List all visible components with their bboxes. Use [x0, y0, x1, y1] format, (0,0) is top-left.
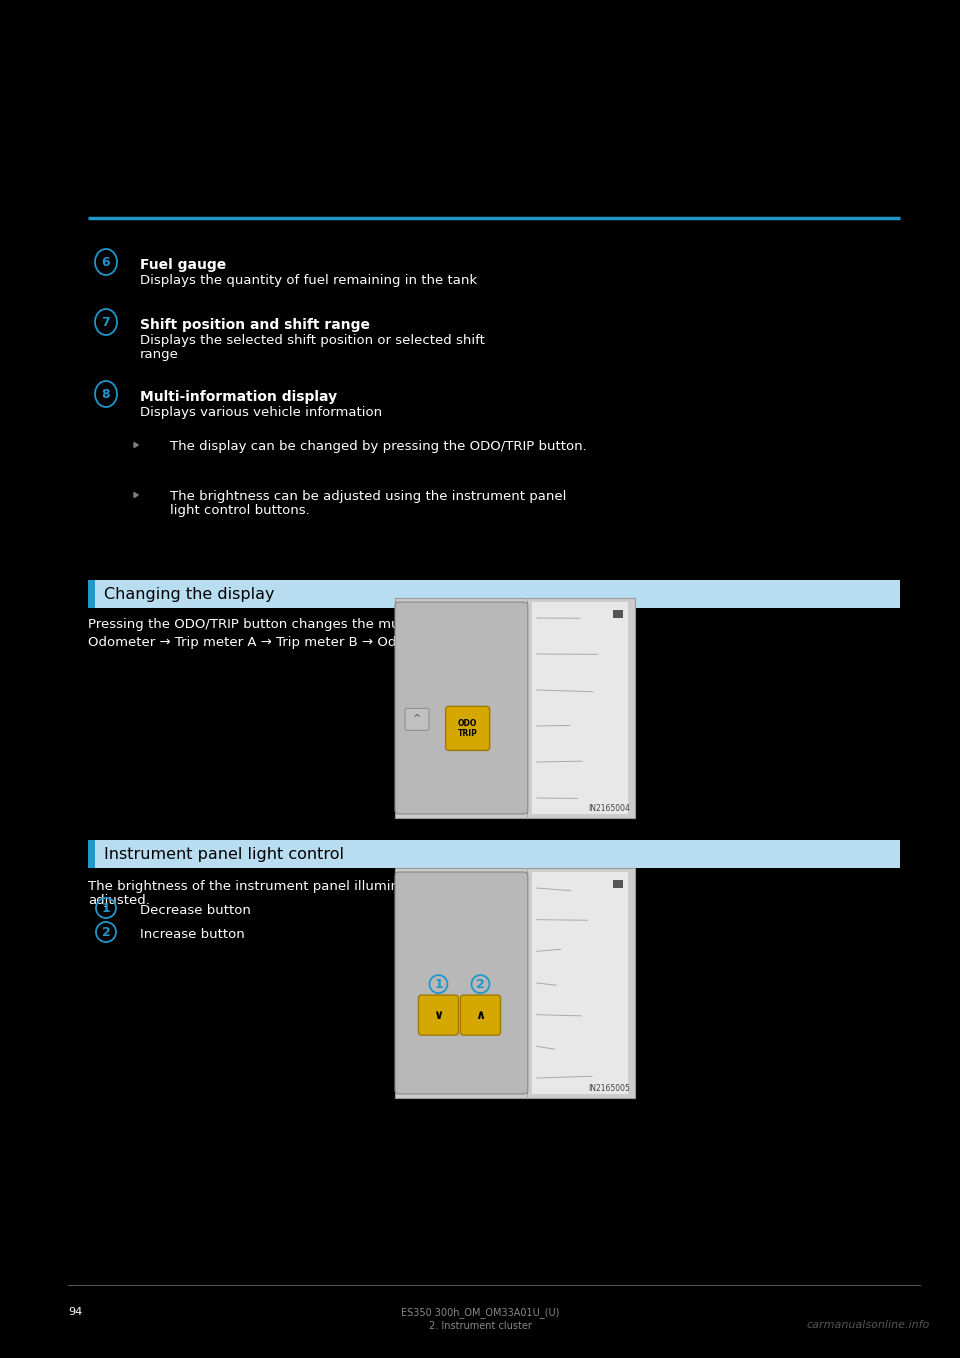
FancyBboxPatch shape	[532, 602, 628, 813]
Text: ES350 300h_OM_OM33A01U_(U): ES350 300h_OM_OM33A01U_(U)	[401, 1306, 559, 1317]
Text: Shift position and shift range: Shift position and shift range	[140, 318, 370, 331]
FancyBboxPatch shape	[395, 872, 528, 1095]
FancyBboxPatch shape	[88, 841, 95, 868]
Polygon shape	[134, 443, 138, 448]
Text: Odometer → Trip meter A → Trip meter B → Odometer…: Odometer → Trip meter A → Trip meter B →…	[88, 636, 458, 649]
Text: 2: 2	[102, 926, 110, 938]
Text: carmanualsonline.info: carmanualsonline.info	[806, 1320, 930, 1329]
FancyBboxPatch shape	[461, 995, 500, 1035]
FancyBboxPatch shape	[419, 995, 459, 1035]
Text: Decrease button: Decrease button	[140, 904, 251, 917]
Text: 2. Instrument cluster: 2. Instrument cluster	[428, 1321, 532, 1331]
Text: range: range	[140, 348, 179, 361]
Text: 94: 94	[68, 1306, 83, 1317]
Text: Instrument panel light control: Instrument panel light control	[104, 847, 344, 862]
FancyBboxPatch shape	[88, 580, 900, 608]
Text: Pressing the ODO/TRIP button changes the multi-information display as follows:: Pressing the ODO/TRIP button changes the…	[88, 618, 620, 631]
Text: 6: 6	[102, 255, 110, 269]
Text: adjusted.: adjusted.	[88, 894, 150, 907]
Text: Displays the quantity of fuel remaining in the tank: Displays the quantity of fuel remaining …	[140, 274, 477, 287]
Text: 7: 7	[102, 315, 110, 329]
FancyBboxPatch shape	[613, 880, 623, 888]
Text: Fuel gauge: Fuel gauge	[140, 258, 227, 272]
Text: 1: 1	[434, 978, 443, 990]
Text: Displays various vehicle information: Displays various vehicle information	[140, 406, 382, 420]
FancyBboxPatch shape	[88, 841, 900, 868]
Text: The brightness of the instrument panel illumination can be: The brightness of the instrument panel i…	[88, 880, 482, 894]
FancyBboxPatch shape	[395, 598, 635, 818]
Text: IN2165004: IN2165004	[588, 804, 630, 813]
Text: ^: ^	[413, 714, 421, 724]
Text: 1: 1	[102, 902, 110, 914]
FancyBboxPatch shape	[88, 580, 95, 608]
Text: Increase button: Increase button	[140, 928, 245, 941]
FancyBboxPatch shape	[613, 610, 623, 618]
Text: The display can be changed by pressing the ODO/TRIP button.: The display can be changed by pressing t…	[170, 440, 587, 454]
FancyBboxPatch shape	[395, 868, 635, 1099]
Text: Displays the selected shift position or selected shift: Displays the selected shift position or …	[140, 334, 485, 348]
Text: ∧: ∧	[475, 1009, 486, 1021]
FancyBboxPatch shape	[395, 602, 528, 813]
Text: ∨: ∨	[433, 1009, 444, 1021]
Text: Multi-information display: Multi-information display	[140, 390, 337, 403]
Text: ODO: ODO	[458, 718, 477, 728]
FancyBboxPatch shape	[532, 872, 628, 1095]
Polygon shape	[134, 493, 138, 497]
Text: 8: 8	[102, 387, 110, 401]
Text: TRIP: TRIP	[458, 729, 477, 737]
FancyBboxPatch shape	[405, 709, 429, 731]
Text: IN2165005: IN2165005	[588, 1084, 630, 1093]
Text: The brightness can be adjusted using the instrument panel: The brightness can be adjusted using the…	[170, 490, 566, 502]
Text: Changing the display: Changing the display	[104, 587, 275, 602]
Text: light control buttons.: light control buttons.	[170, 504, 310, 517]
FancyBboxPatch shape	[445, 706, 490, 751]
Text: 2: 2	[476, 978, 485, 990]
